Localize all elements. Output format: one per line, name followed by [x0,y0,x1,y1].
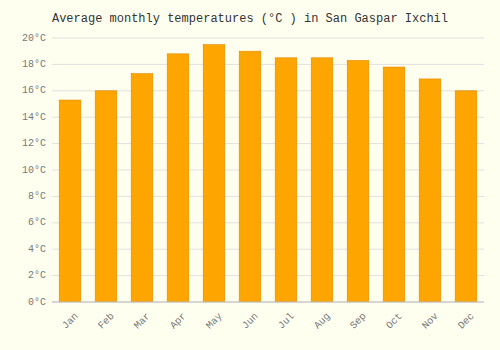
bar [383,67,405,302]
bar [275,58,297,302]
x-axis: Jan Feb Mar Apr May Jun Jul Aug Sep Oct Nov Dec [60,311,477,332]
y-axis: 0°C 2°C 4°C 6°C 8°C 10°C 12°C 14°C 16°C 18°C 20°C [22,33,484,308]
bar [95,91,117,302]
x-tick-label: Dec [456,311,477,332]
y-tick-label: 0°C [28,297,46,308]
title: Average monthly temperatures (°C ) in Sa… [52,12,448,26]
grid-line [52,64,484,65]
x-tick-label: May [204,311,225,332]
bar [419,79,441,302]
y-tick-label: 18°C [22,59,46,70]
y-tick-label: 16°C [22,85,46,96]
x-tick-label: Nov [420,311,441,332]
x-tick-label: Jul [276,311,297,332]
y-tick-label: 12°C [22,138,46,149]
bar [239,51,261,302]
y-tick-label: 4°C [28,244,46,255]
bar [455,91,477,302]
x-tick-label: Apr [168,311,189,332]
grid-line [52,38,484,39]
x-tick-label: Sep [348,311,369,332]
grid-line [52,302,484,303]
chart: 0°C 2°C 4°C 6°C 8°C 10°C 12°C 14°C 16°C 18°C 20°C J… [0,0,500,350]
bar [59,100,81,302]
x-tick-label: Mar [132,311,153,332]
y-tick-label: 20°C [22,33,46,44]
x-tick-label: Oct [384,311,405,332]
y-tick-label: 14°C [22,112,46,123]
x-tick-label: Feb [96,311,117,332]
bar [203,45,225,302]
x-axis-line [52,302,484,303]
y-tick-label: 2°C [28,270,46,281]
y-tick-label: 10°C [22,165,46,176]
bar [311,58,333,302]
bar [131,74,153,302]
x-tick-label: Jun [240,311,261,332]
bars [59,45,477,302]
bar [167,54,189,302]
y-tick-label: 6°C [28,217,46,228]
x-tick-label: Jan [60,311,81,332]
background [0,0,500,350]
x-tick-label: Aug [312,311,333,332]
bar [347,60,369,302]
y-tick-label: 8°C [28,191,46,202]
